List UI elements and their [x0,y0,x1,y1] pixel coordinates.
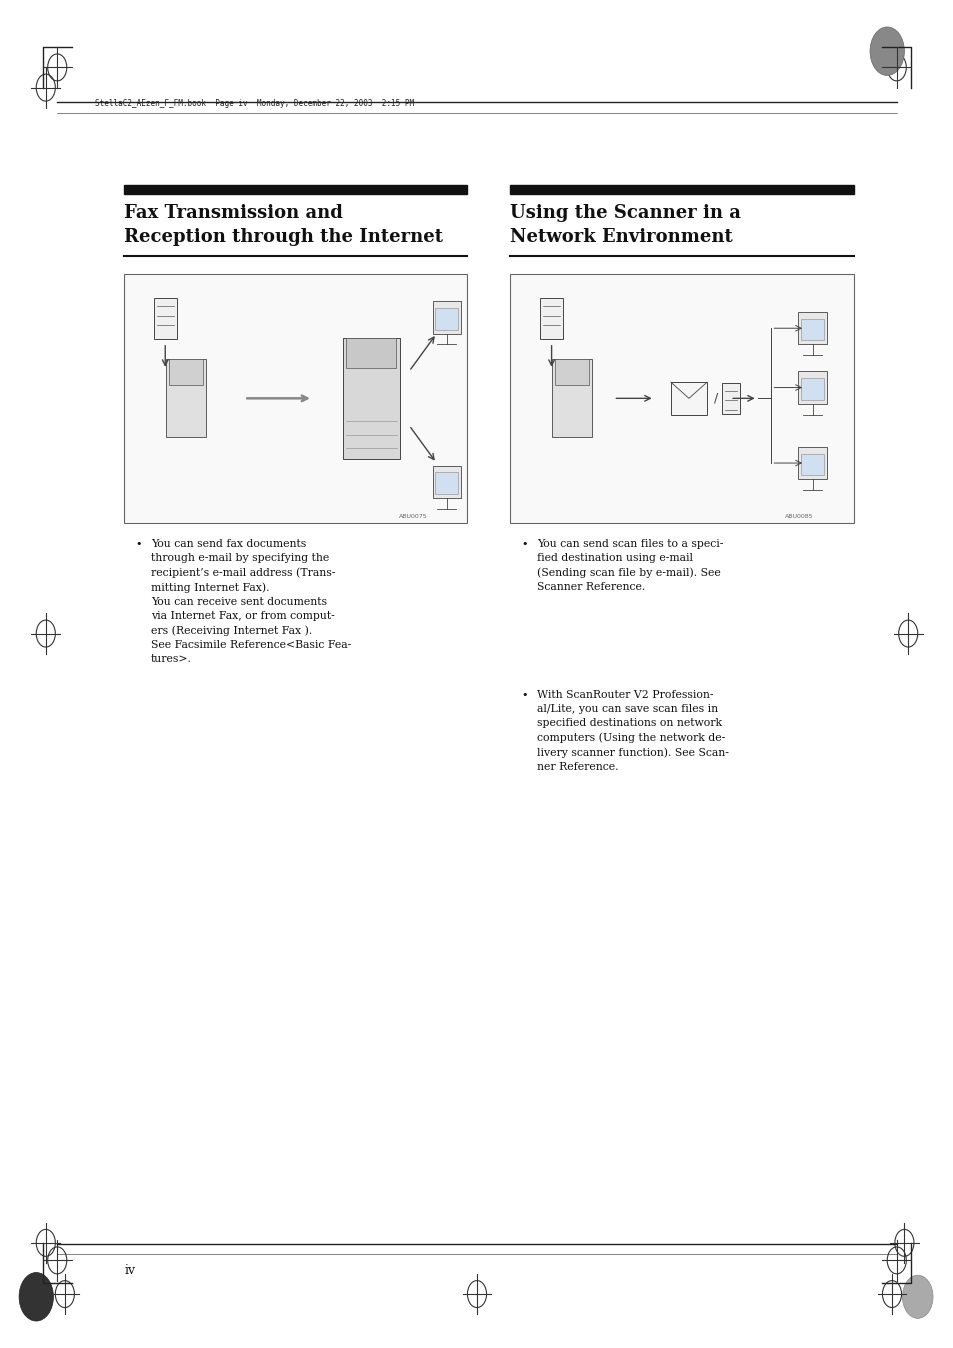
Text: •: • [521,690,528,700]
Bar [510,185,853,194]
Text: ABU0085: ABU0085 [784,514,813,519]
Bar [166,359,206,437]
Circle shape [19,1273,53,1321]
Text: StellaC2_AEzen_F_FM.book  Page iv  Monday, December 22, 2003  2:15 PM: StellaC2_AEzen_F_FM.book Page iv Monday,… [95,98,415,108]
Bar [432,465,460,497]
Bar [435,472,457,493]
Bar [670,381,706,415]
Bar [124,274,467,523]
Text: Network Environment: Network Environment [510,228,732,245]
Bar [342,338,399,458]
Text: •: • [521,539,528,549]
Bar [510,274,853,523]
Bar [555,359,589,386]
Circle shape [902,1275,932,1318]
Bar [346,338,395,368]
Bar [801,377,823,399]
Bar [539,298,562,338]
Text: You can send fax documents
through e-mail by specifying the
recipient’s e-mail a: You can send fax documents through e-mai… [151,539,351,663]
Bar [124,185,467,194]
Bar [801,453,823,476]
Bar [432,302,460,334]
Text: iv: iv [124,1264,135,1278]
Text: •: • [135,539,142,549]
Circle shape [869,27,903,75]
Bar [721,383,739,414]
Text: Using the Scanner in a: Using the Scanner in a [510,204,740,221]
Bar [798,448,826,480]
Bar [552,359,592,437]
Text: Fax Transmission and: Fax Transmission and [124,204,342,221]
Text: With ScanRouter V2 Profession-
al/Lite, you can save scan files in
specified des: With ScanRouter V2 Profession- al/Lite, … [537,690,728,772]
Bar [798,371,826,404]
Bar [153,298,176,338]
Text: ABU0075: ABU0075 [398,514,427,519]
Bar [801,318,823,340]
Bar [169,359,203,386]
Text: You can send scan files to a speci-
fied destination using e-mail
(Sending scan : You can send scan files to a speci- fied… [537,539,722,592]
Bar [798,311,826,344]
Text: Reception through the Internet: Reception through the Internet [124,228,442,245]
Bar [435,309,457,329]
Text: /: / [713,392,718,404]
